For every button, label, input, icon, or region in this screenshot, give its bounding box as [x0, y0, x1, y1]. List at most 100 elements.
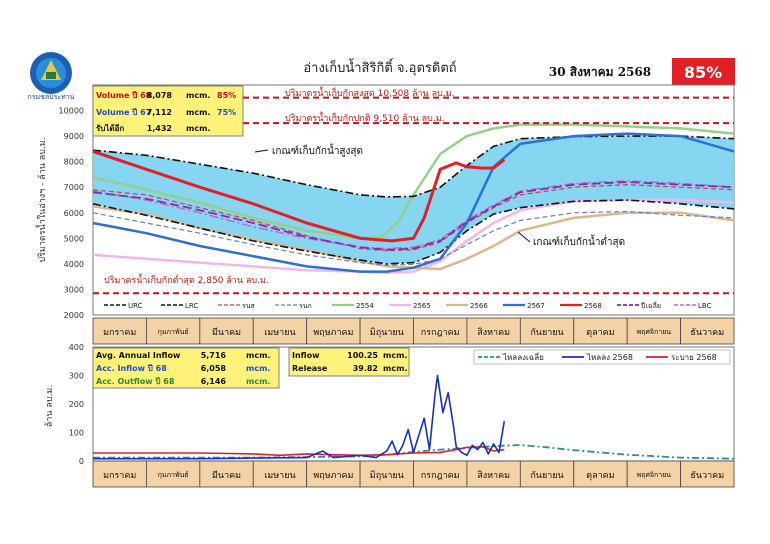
- month-cell: [519, 317, 575, 345]
- reference-lines: [93, 96, 734, 295]
- upper-rule-label: เกณฑ์เก็บกักน้ำสูงสุด: [272, 143, 363, 157]
- lower-y-label: ล้าน ลบ.ม.: [44, 385, 55, 427]
- month-label: กรกฎาคม: [421, 471, 460, 481]
- upper-y-tick: 10000: [59, 107, 84, 116]
- series-line-LRC: [92, 199, 735, 265]
- acc-inflow-label: Acc. Inflow ปี 68: [96, 363, 167, 373]
- vol68-unit: mcm.: [186, 91, 210, 100]
- month-label: ตุลาคม: [586, 471, 614, 481]
- daily-release-value: 39.82: [353, 364, 378, 373]
- month-label: สิงหาคม: [477, 470, 510, 481]
- capacity-left-value: 1,432: [147, 124, 172, 133]
- vol67-unit: mcm.: [186, 108, 210, 117]
- legend-label-2568: 2568: [584, 302, 602, 310]
- month-cell: [519, 460, 575, 488]
- upper-y-tick: 5000: [64, 234, 84, 243]
- vol67-pct: 75%: [217, 108, 236, 117]
- acc-inflow-unit: mcm.: [246, 364, 270, 373]
- month-label: กันยายน: [530, 471, 563, 481]
- month-label: กันยายน: [530, 328, 563, 338]
- legend-label-LBC: LBC: [698, 302, 712, 310]
- legend-label-LRC: LRC: [185, 302, 198, 310]
- percent-badge: [672, 58, 735, 85]
- month-label: พฤศจิกายน: [637, 471, 672, 479]
- series-line-รนก: [92, 210, 735, 266]
- series-line-2567: [92, 132, 735, 273]
- month-cell: [359, 317, 414, 345]
- inflow-summary-box: Avg. Annual Inflow 5,716 mcm. Acc. Inflo…: [92, 347, 280, 389]
- series-line-URC: [92, 135, 735, 198]
- upper-y-axis: 2000 3000 4000 5000 6000 7000 8000 9000 10000: [59, 107, 84, 320]
- flow-line-ไหลลง 2568: [93, 374, 506, 460]
- daily-release-unit: mcm.: [383, 364, 407, 373]
- legend-label-2565: 2565: [413, 302, 431, 310]
- daily-release-label: Release: [292, 364, 328, 373]
- month-cell: [573, 317, 628, 345]
- report-date: 30 สิงหาคม 2568: [549, 65, 651, 79]
- series-line-2554: [92, 123, 735, 240]
- month-label: เมษายน: [264, 328, 295, 338]
- month-label: เมษายน: [264, 471, 295, 481]
- acc-outflow-unit: mcm.: [246, 377, 270, 386]
- upper-y-tick: 9000: [64, 132, 84, 141]
- lower-legend-label: ไหลลง 2568: [586, 353, 633, 362]
- upper-y-tick: 6000: [64, 209, 84, 218]
- allocation-band: [93, 136, 734, 264]
- acc-inflow-value: 6,058: [201, 364, 227, 373]
- page-title: อ่างเก็บน้ำสิริกิติ์ จ.อุตรดิตถ์: [303, 58, 456, 76]
- upper-y-tick: 7000: [64, 183, 84, 192]
- avg-inflow-label: Avg. Annual Inflow: [96, 351, 181, 360]
- flow-line-ไหลลงเฉลี่ย: [93, 444, 735, 460]
- lower-series-group: [93, 374, 735, 460]
- lower-y-tick: 300: [69, 372, 84, 381]
- vol68-label: Volume ปี 68: [96, 90, 152, 100]
- series-line-2568: [92, 149, 506, 243]
- capacity-left-unit: mcm.: [186, 124, 210, 133]
- month-cell: [252, 317, 308, 345]
- series-line-รนส: [92, 184, 735, 252]
- month-label: มิถุนายน: [370, 327, 404, 338]
- month-cell: [146, 317, 201, 345]
- month-cell: [199, 460, 254, 488]
- month-label: พฤษภาคม: [313, 471, 353, 481]
- legend-label-2554: 2554: [356, 302, 374, 310]
- vol68-value: 8,078: [147, 91, 173, 100]
- acc-outflow-label: Acc. Outflow ปี 68: [96, 376, 175, 386]
- vol67-value: 7,112: [147, 108, 172, 117]
- month-label: สิงหาคม: [477, 327, 510, 338]
- avg-inflow-unit: mcm.: [246, 351, 270, 360]
- upper-y-tick: 2000: [64, 311, 84, 320]
- upper-y-tick: 3000: [64, 285, 84, 294]
- series-line-ปีเฉลี่ย: [92, 181, 735, 251]
- lower-y-tick: 200: [69, 400, 84, 409]
- legend-label-2567: 2567: [527, 302, 545, 310]
- ref-normal-label: ปริมาตรน้ำเก็บกักปกติ 9,510 ล้าน ลบ.ม.: [285, 111, 445, 124]
- month-label: ธันวาคม: [690, 328, 724, 338]
- daily-flow-box: Inflow 100.25 mcm. Release 39.82 mcm.: [288, 347, 410, 377]
- lower-legend-label: ไหลลงเฉลี่ย: [502, 351, 544, 362]
- month-cell: [466, 317, 521, 345]
- upper-legend: URC LRC รนส รนก 2554 2565 2566 2567 2568 ปีเฉลี่ย…: [104, 301, 712, 310]
- month-label: มกราคม: [103, 471, 136, 481]
- month-label: กรกฎาคม: [421, 328, 460, 338]
- legend-label-รนส: รนส: [242, 302, 256, 310]
- lower-y-axis: 0 100 200 300 400: [69, 343, 84, 466]
- vol68-pct: 85%: [217, 91, 236, 100]
- daily-inflow-unit: mcm.: [383, 351, 407, 360]
- lower-y-tick: 400: [69, 343, 84, 352]
- acc-outflow-value: 6,146: [201, 377, 227, 386]
- lower-legend: ไหลลงเฉลี่ย ไหลลง 2568 ระบาย 2568: [473, 349, 731, 365]
- upper-y-tick: 8000: [64, 158, 84, 167]
- month-label: พฤษภาคม: [313, 328, 353, 338]
- month-cell: [626, 460, 681, 488]
- month-cell: [680, 460, 735, 488]
- month-cell: [359, 460, 414, 488]
- upper-y-label: ปริมาตรน้ำในอ่างฯ - ล้าน ลบ.ม.: [35, 137, 48, 262]
- legend-label-ปีเฉลี่ย: ปีเฉลี่ย: [641, 301, 661, 310]
- avg-inflow-value: 5,716: [201, 351, 227, 360]
- percent-value: 85%: [684, 63, 722, 82]
- lower-y-tick: 100: [69, 429, 84, 438]
- month-label: พฤศจิกายน: [637, 328, 672, 336]
- month-cell: [466, 460, 521, 488]
